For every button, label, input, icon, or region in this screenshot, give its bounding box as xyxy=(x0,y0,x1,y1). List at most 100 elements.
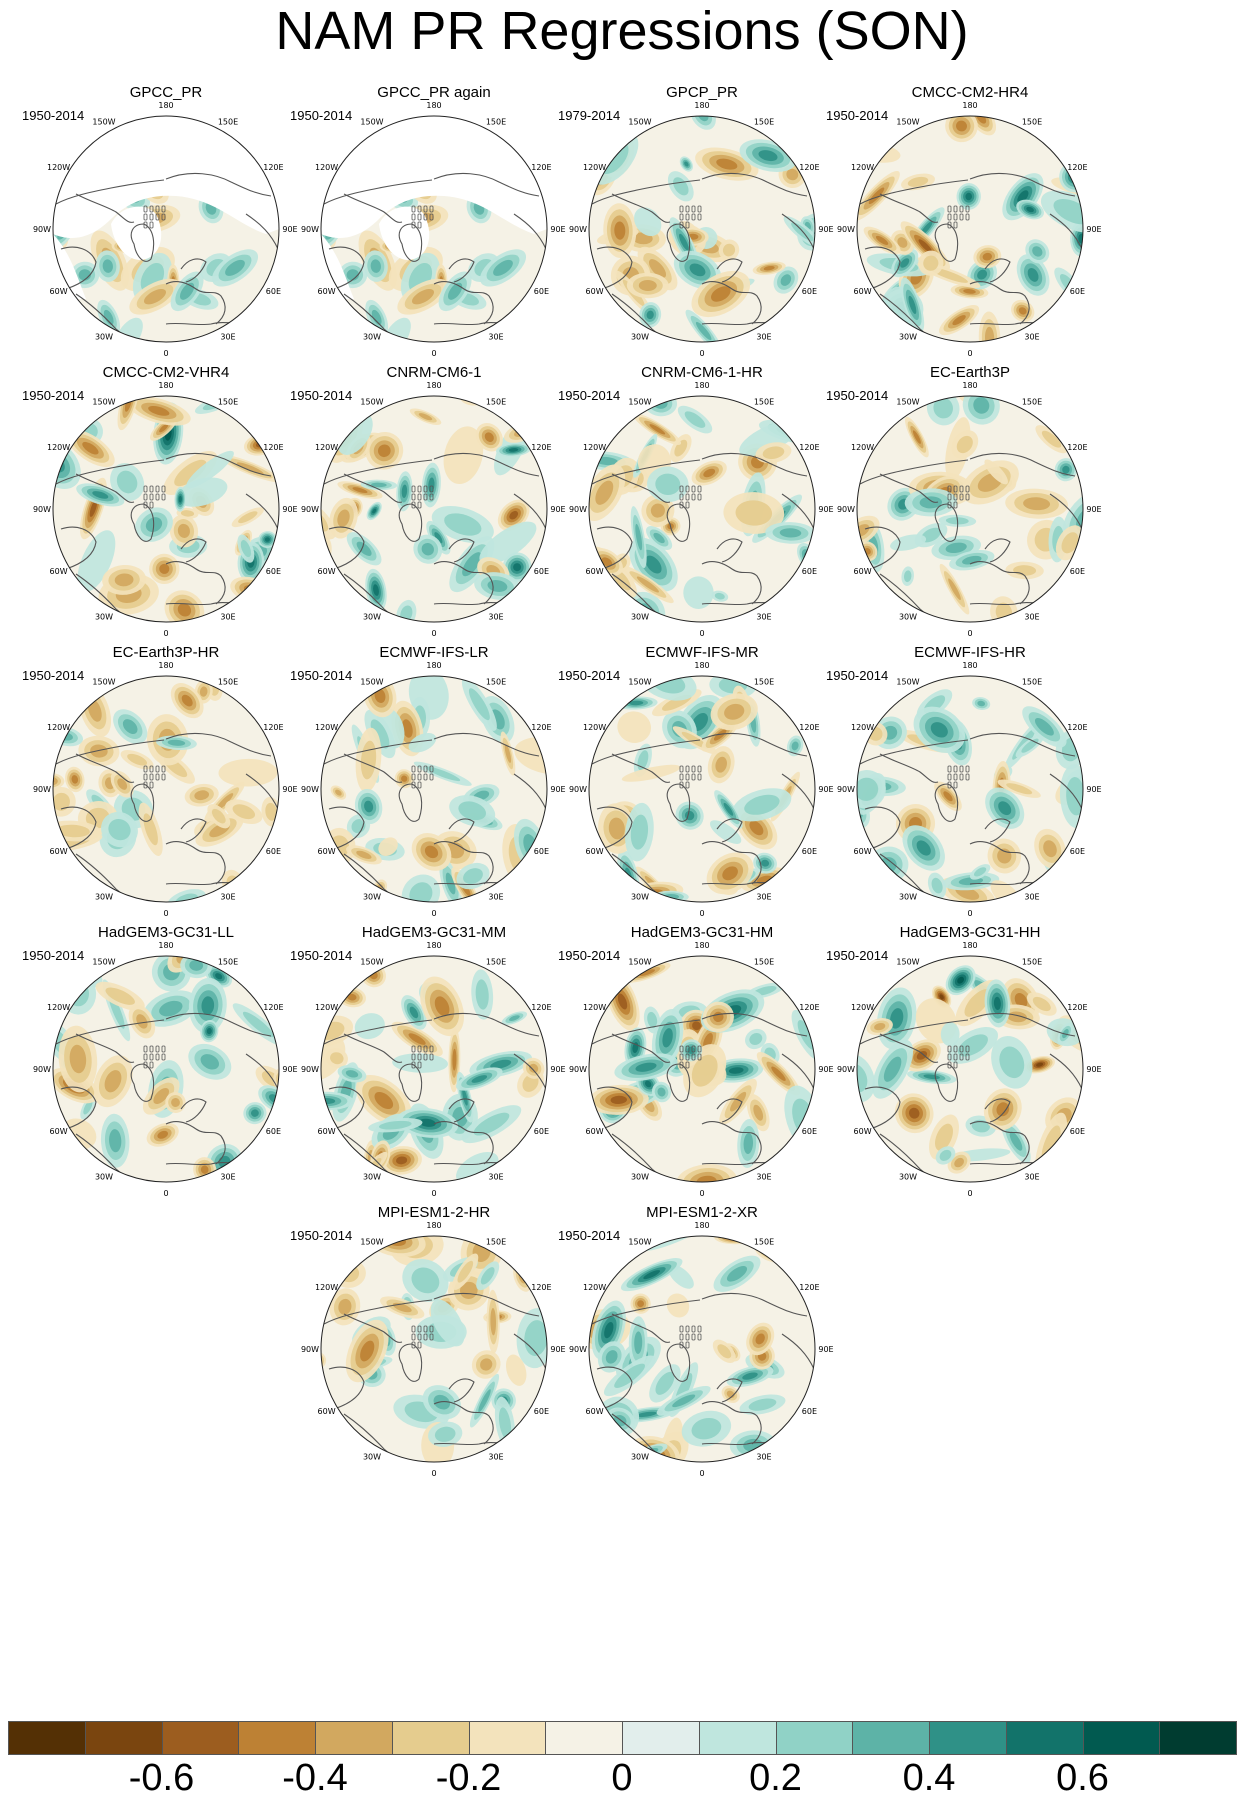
colorbar-tick-label: 0 xyxy=(611,1757,633,1799)
anomaly-contour xyxy=(857,1063,868,1093)
coastline xyxy=(433,172,540,197)
longitude-label: 30E xyxy=(756,332,771,341)
arctic-island xyxy=(143,501,148,509)
map-panel: CNRM-CM6-1-HR 1950-2014 180 150E 120E 90E 60E 3… xyxy=(552,364,852,664)
coastline xyxy=(666,503,691,542)
longitude-label: 30W xyxy=(95,1172,113,1181)
arctic-island xyxy=(947,765,952,773)
map-boundary xyxy=(588,395,816,623)
anomaly-contour xyxy=(976,116,987,124)
longitude-label: 0 xyxy=(431,629,436,638)
longitude-label: 30E xyxy=(756,1172,771,1181)
longitude-label: 30E xyxy=(220,612,235,621)
longitude-label: 60E xyxy=(1070,567,1085,576)
longitude-label: 90E xyxy=(550,505,565,514)
anomaly-contour xyxy=(709,820,742,844)
longitude-label: 30E xyxy=(1024,612,1039,621)
anomaly-contour xyxy=(493,259,513,276)
longitude-label: 30E xyxy=(1024,1172,1039,1181)
longitude-label: 150E xyxy=(486,678,506,687)
anomaly-contour xyxy=(200,1054,220,1070)
anomaly-contour xyxy=(650,503,665,518)
coastline xyxy=(55,179,165,205)
longitude-label: 90W xyxy=(301,225,319,234)
longitude-label: 150W xyxy=(360,678,383,687)
anomaly-contour xyxy=(875,235,889,245)
anomaly-contour xyxy=(104,1070,122,1093)
anomaly-contour xyxy=(82,441,99,455)
longitude-label: 60W xyxy=(318,1127,336,1136)
arctic-island xyxy=(947,1045,952,1053)
anomaly-contour xyxy=(1009,1131,1023,1151)
polar-stereographic-map: 180 150E 120E 90E 60E 30E 0 30W 60W 90W 120W 150W xyxy=(569,101,834,358)
colorbar-tick-label: -0.2 xyxy=(435,1757,502,1799)
arctic-island xyxy=(953,1061,958,1069)
longitude-label: 60E xyxy=(534,287,549,296)
anomaly-contour xyxy=(749,1033,763,1045)
anomaly-contour xyxy=(452,1048,457,1071)
longitude-label: 180 xyxy=(962,661,977,670)
map-boundary xyxy=(52,955,280,1183)
coastline xyxy=(513,1053,547,1090)
missing-data-mask xyxy=(111,206,162,260)
arctic-island xyxy=(685,1045,690,1053)
panel-period: 1950-2014 xyxy=(826,948,889,963)
longitude-label: 150E xyxy=(486,1238,506,1247)
panel-title: HadGEM3-GC31-HH xyxy=(899,924,1041,941)
anomaly-contour xyxy=(874,1022,886,1031)
coastline xyxy=(781,493,815,530)
longitude-label: 120W xyxy=(851,723,874,732)
longitude-label: 60E xyxy=(534,1127,549,1136)
map-boundary xyxy=(52,395,280,623)
arctic-island xyxy=(417,205,422,213)
anomaly-contour xyxy=(509,510,519,520)
arctic-island xyxy=(679,205,684,213)
longitude-label: 60W xyxy=(50,847,68,856)
figure-title: NAM PR Regressions (SON) xyxy=(275,1,969,61)
coastline xyxy=(130,223,155,262)
map-panel: MPI-ESM1-2-HR 1950-2014 180 150E 120E 90E 60E 3… xyxy=(284,1204,584,1504)
anomaly-contour xyxy=(977,269,988,280)
longitude-label: 180 xyxy=(158,661,173,670)
panel-title: HadGEM3-GC31-LL xyxy=(98,924,234,941)
anomaly-contour xyxy=(923,255,939,271)
arctic-island xyxy=(947,501,952,509)
colorbar-swatch xyxy=(315,1721,393,1755)
coastline xyxy=(701,1012,808,1037)
arctic-island xyxy=(149,773,154,781)
arctic-island xyxy=(417,1325,422,1333)
longitude-label: 180 xyxy=(694,941,709,950)
anomaly-contour xyxy=(396,1156,408,1165)
coastline xyxy=(596,526,633,570)
coastline xyxy=(716,818,743,843)
colorbar-tick-label: -0.4 xyxy=(282,1757,348,1799)
colorbar-swatch xyxy=(238,1721,316,1755)
coastline xyxy=(591,459,701,485)
anomaly-contour xyxy=(647,1011,658,1029)
map-boundary xyxy=(588,1235,816,1463)
anomaly-contour xyxy=(232,804,256,820)
longitude-label: 30W xyxy=(631,1452,649,1461)
coastline xyxy=(448,258,475,283)
arctic-island xyxy=(685,221,690,229)
longitude-label: 120E xyxy=(1067,443,1087,452)
anomaly-contour xyxy=(122,719,138,735)
longitude-label: 60W xyxy=(318,287,336,296)
longitude-label: 30E xyxy=(220,1172,235,1181)
coastline xyxy=(398,223,423,262)
panel-period: 1950-2014 xyxy=(826,108,889,123)
anomaly-contour xyxy=(605,1350,618,1364)
longitude-label: 90E xyxy=(1086,505,1101,514)
longitude-label: 60E xyxy=(802,1127,817,1136)
anomaly-contour xyxy=(957,976,965,984)
colorbar-tick-label: 0.6 xyxy=(1056,1757,1109,1799)
anomaly-contour xyxy=(604,1322,614,1339)
longitude-label: 30W xyxy=(363,332,381,341)
coastline xyxy=(1049,773,1083,810)
anomaly-contour xyxy=(1032,996,1051,1012)
longitude-label: 60E xyxy=(266,287,281,296)
longitude-label: 60W xyxy=(586,287,604,296)
coastline xyxy=(328,1086,365,1130)
anomaly-contour xyxy=(109,1129,122,1153)
longitude-label: 30W xyxy=(899,892,917,901)
